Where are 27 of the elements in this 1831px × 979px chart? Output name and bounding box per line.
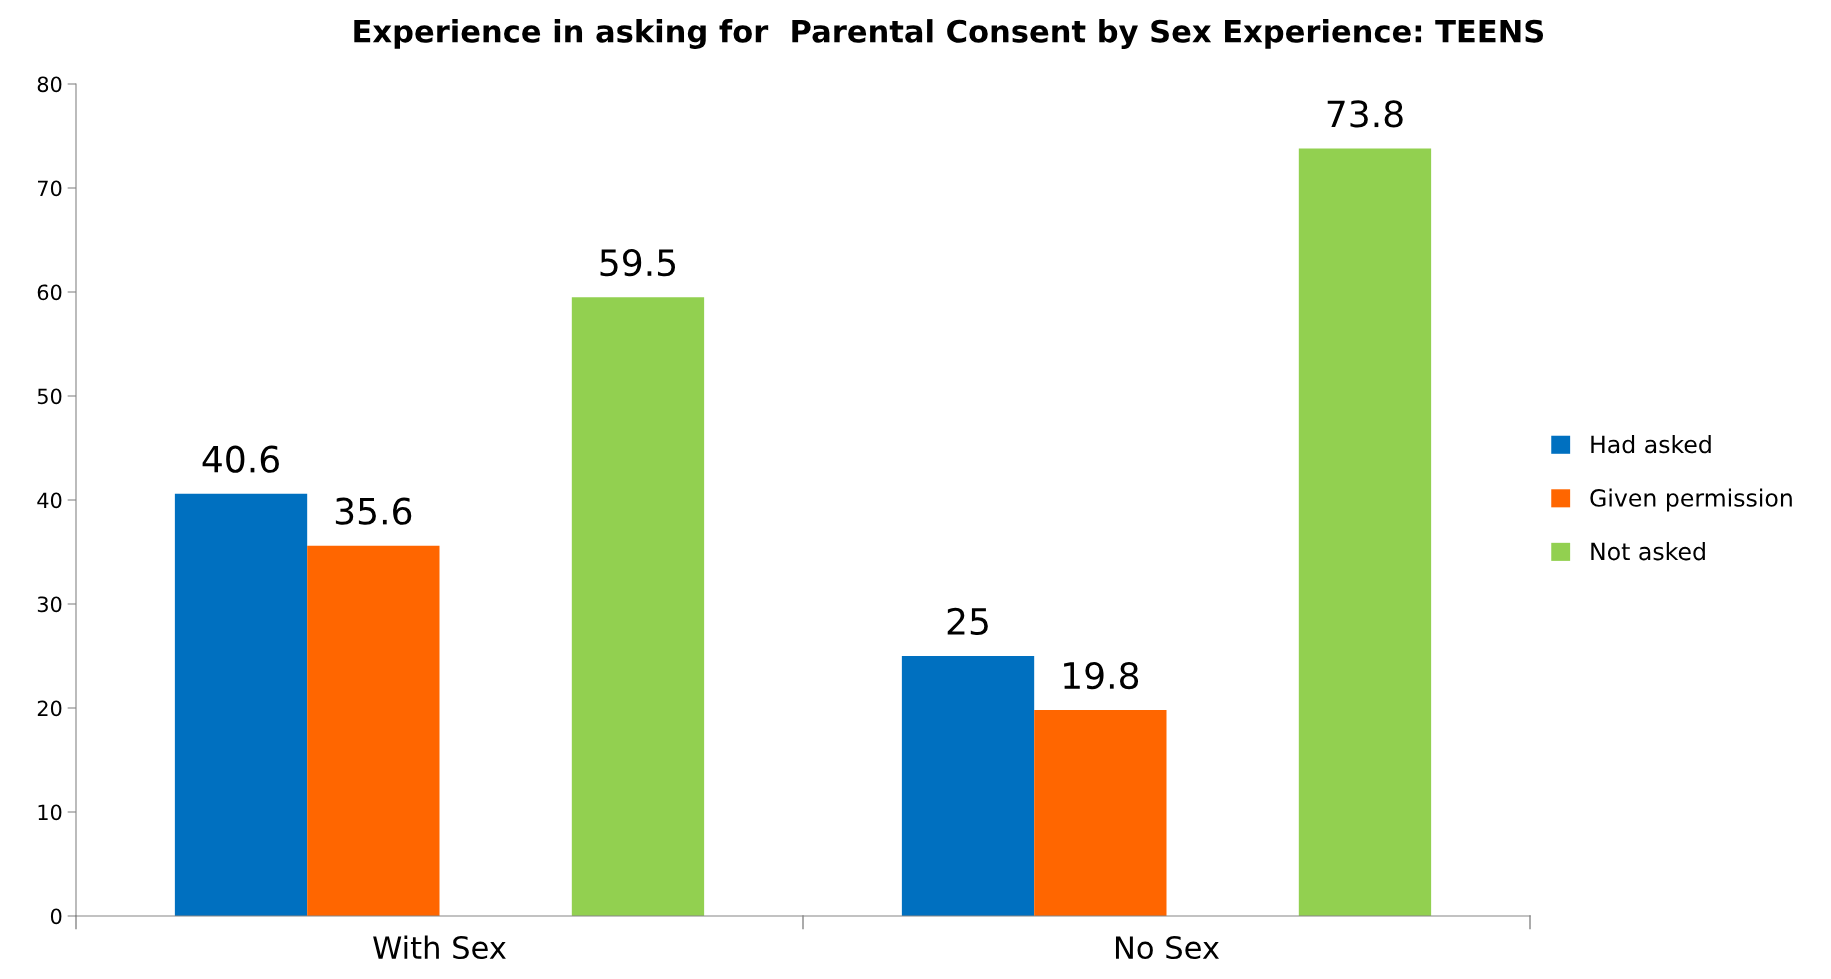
y-tick-label: 30 bbox=[37, 596, 62, 613]
y-tick-label: 80 bbox=[37, 76, 62, 93]
data-label: 25 bbox=[947, 607, 988, 636]
y-tick-label: 40 bbox=[37, 492, 62, 509]
x-tick-label: With Sex bbox=[373, 935, 506, 960]
bar bbox=[1034, 710, 1167, 916]
data-label: 73.8 bbox=[1327, 100, 1403, 128]
y-tick-label: 50 bbox=[37, 388, 62, 405]
y-tick-label: 10 bbox=[38, 804, 62, 821]
data-label: 59.5 bbox=[600, 249, 676, 277]
bar bbox=[571, 297, 705, 916]
y-tick-label: 60 bbox=[37, 284, 62, 301]
data-label: 19.8 bbox=[1064, 661, 1139, 690]
data-label: 35.6 bbox=[335, 497, 412, 525]
bar bbox=[1298, 148, 1432, 916]
bar bbox=[901, 656, 1035, 916]
legend-label: Not asked bbox=[1591, 542, 1705, 561]
bar bbox=[174, 493, 308, 916]
chart-title: Experience in asking for Parental Consent by Sex Experience: TEENS bbox=[354, 19, 1544, 49]
data-label: 40.6 bbox=[202, 445, 279, 473]
y-tick-label: 70 bbox=[38, 180, 62, 197]
bar bbox=[307, 545, 440, 916]
y-tick-label: 20 bbox=[37, 700, 62, 717]
legend-label: Given permission bbox=[1590, 488, 1792, 512]
legend-label: Had asked bbox=[1591, 435, 1711, 454]
x-tick-label: No Sex bbox=[1115, 935, 1219, 960]
y-tick-label: 0 bbox=[50, 908, 62, 925]
